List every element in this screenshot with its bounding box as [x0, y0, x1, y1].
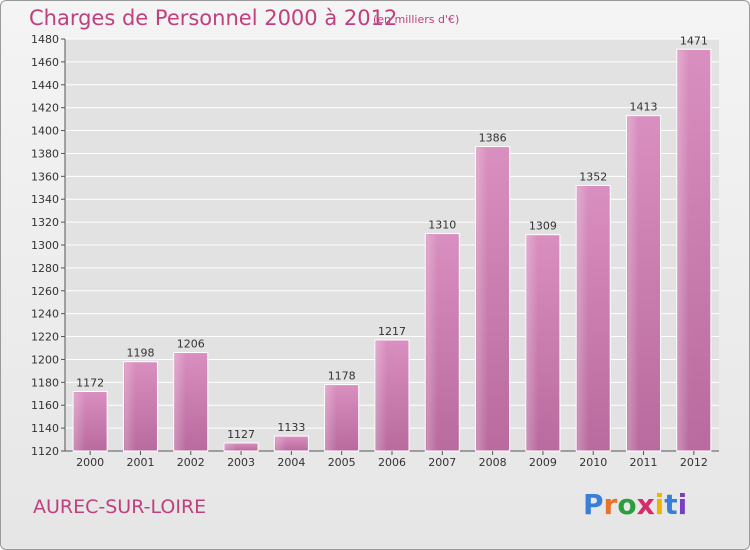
bar-highlight — [677, 50, 690, 452]
y-tick-label: 1160 — [31, 399, 59, 412]
x-tick-label: 2006 — [378, 456, 406, 469]
y-tick-label: 1120 — [31, 445, 59, 458]
bar-highlight — [526, 235, 539, 451]
y-tick-label: 1400 — [31, 125, 59, 138]
chart-title: Charges de Personnel 2000 à 2012 — [29, 6, 398, 30]
data-label: 1178 — [328, 370, 356, 383]
y-tick-label: 1360 — [31, 170, 59, 183]
proxiti-logo: Proxiti — [583, 488, 687, 521]
bar-highlight — [325, 385, 338, 451]
chart-subtitle: (en milliers d'€) — [373, 13, 460, 26]
data-label: 1172 — [76, 376, 104, 389]
logo-letter: t — [664, 488, 678, 521]
y-tick-label: 1320 — [31, 216, 59, 229]
logo-letter: o — [617, 488, 637, 521]
y-tick-label: 1480 — [31, 33, 59, 46]
x-tick-label: 2011 — [630, 456, 658, 469]
y-tick-label: 1240 — [31, 308, 59, 321]
x-tick-label: 2010 — [579, 456, 607, 469]
y-tick-label: 1300 — [31, 239, 59, 252]
data-label: 1309 — [529, 220, 557, 233]
x-tick-label: 2003 — [227, 456, 255, 469]
data-label: 1133 — [277, 421, 305, 434]
y-tick-label: 1280 — [31, 262, 59, 275]
data-label: 1413 — [630, 101, 658, 114]
bar-highlight — [174, 353, 187, 451]
data-label: 1217 — [378, 325, 406, 338]
bar-highlight — [627, 116, 639, 451]
x-tick-label: 2012 — [680, 456, 708, 469]
y-tick-label: 1420 — [31, 102, 59, 115]
bar-highlight — [124, 362, 136, 451]
y-tick-label: 1340 — [31, 193, 59, 206]
x-tick-label: 2002 — [177, 456, 205, 469]
bar-highlight — [225, 443, 237, 451]
y-tick-label: 1260 — [31, 285, 59, 298]
bar-highlight — [426, 234, 438, 451]
bar-highlight — [577, 186, 589, 451]
data-label: 1386 — [479, 132, 507, 145]
y-tick-label: 1220 — [31, 331, 59, 344]
data-label: 1471 — [680, 34, 708, 47]
x-tick-label: 2001 — [126, 456, 154, 469]
logo-letter: x — [636, 488, 655, 521]
y-tick-label: 1140 — [31, 422, 59, 435]
y-tick-label: 1200 — [31, 353, 59, 366]
x-tick-label: 2000 — [76, 456, 104, 469]
logo-letter: r — [603, 488, 618, 521]
bar-highlight — [275, 437, 287, 451]
commune-name: AUREC-SUR-LOIRE — [33, 496, 207, 518]
logo-letter: P — [583, 488, 604, 521]
bar-highlight — [376, 340, 388, 451]
data-label: 1198 — [126, 347, 154, 360]
y-tick-label: 1180 — [31, 376, 59, 389]
data-label: 1127 — [227, 428, 255, 441]
bar-highlight — [74, 392, 86, 451]
data-label: 1352 — [579, 170, 607, 183]
y-tick-label: 1380 — [31, 147, 59, 160]
x-tick-label: 2008 — [479, 456, 507, 469]
x-tick-label: 2009 — [529, 456, 557, 469]
bar-highlight — [476, 147, 488, 452]
y-tick-label: 1440 — [31, 79, 59, 92]
x-tick-label: 2007 — [428, 456, 456, 469]
x-tick-label: 2005 — [328, 456, 356, 469]
x-tick-label: 2004 — [277, 456, 305, 469]
logo-letter: i — [654, 488, 665, 521]
data-label: 1206 — [177, 338, 205, 351]
data-label: 1310 — [428, 219, 456, 232]
logo-letter: i — [677, 488, 688, 521]
y-tick-label: 1460 — [31, 56, 59, 69]
